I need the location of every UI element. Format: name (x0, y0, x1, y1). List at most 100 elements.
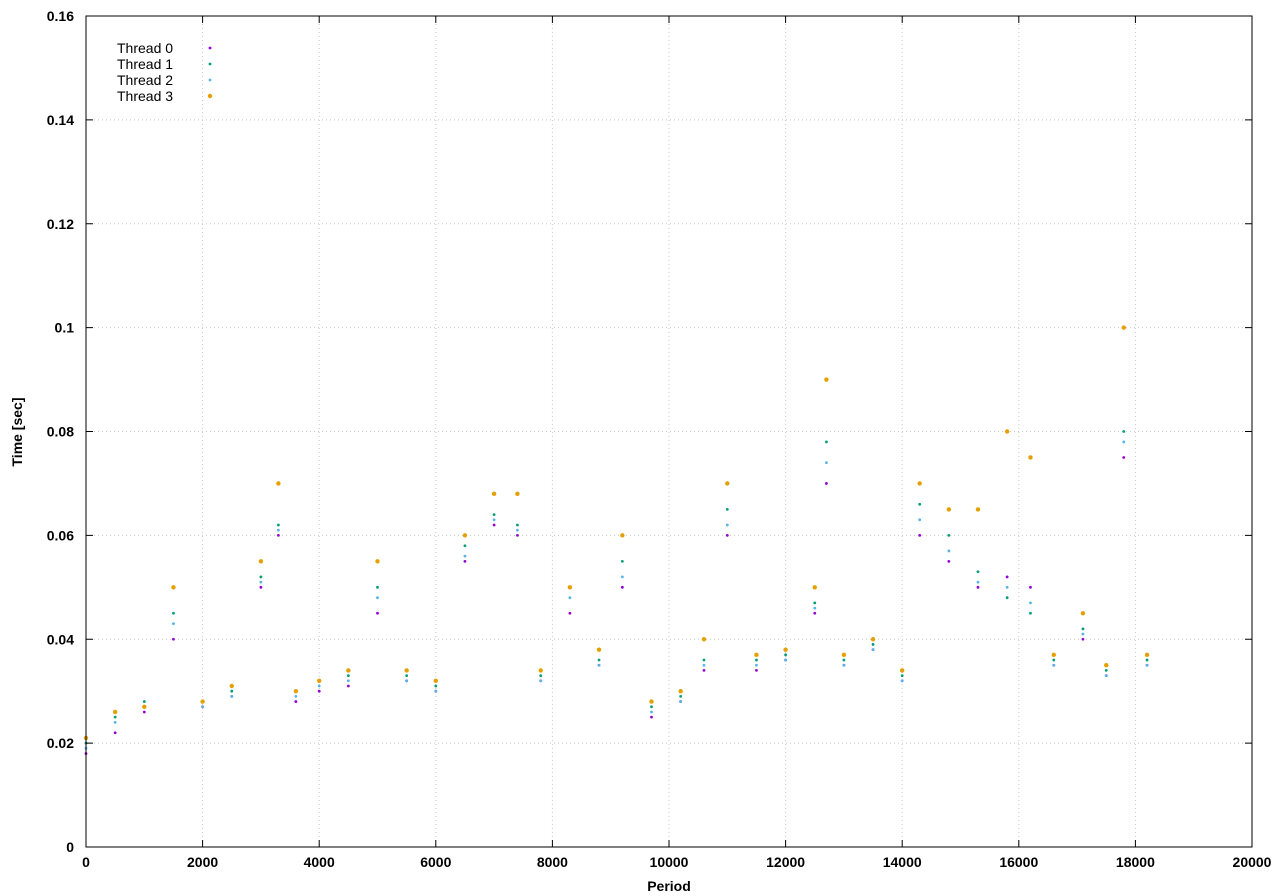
data-point (947, 559, 951, 563)
data-point (276, 533, 280, 537)
data-point (702, 658, 706, 662)
data-point (259, 575, 263, 579)
legend-label: Thread 0 (117, 40, 173, 56)
data-point (725, 533, 729, 537)
x-tick-label: 10000 (650, 854, 689, 870)
data-point (1081, 627, 1085, 631)
data-point (276, 528, 280, 532)
legend-label: Thread 1 (117, 56, 173, 72)
data-point (813, 601, 817, 605)
y-tick-label: 0.14 (47, 112, 74, 128)
data-point (113, 715, 117, 719)
data-point (975, 507, 981, 512)
data-point (1121, 325, 1126, 330)
data-point (405, 674, 409, 678)
data-point (702, 663, 706, 667)
data-point (516, 523, 519, 527)
data-point (201, 705, 205, 709)
data-point (1122, 456, 1126, 459)
data-point (230, 694, 234, 698)
data-point (171, 585, 176, 590)
data-point (1005, 575, 1009, 579)
data-point (1005, 596, 1009, 600)
data-point (172, 637, 175, 641)
data-point (172, 611, 175, 615)
data-point (947, 549, 951, 553)
data-point (259, 580, 263, 584)
data-point (842, 658, 846, 662)
data-point (784, 653, 787, 657)
data-point (679, 700, 683, 703)
data-point (1104, 669, 1108, 672)
data-point (976, 580, 980, 584)
y-tick-label: 0 (66, 839, 74, 855)
data-point (346, 679, 350, 683)
data-point (463, 559, 467, 563)
y-tick-label: 0.12 (47, 216, 74, 232)
data-point (568, 596, 572, 600)
data-point (294, 700, 298, 703)
y-tick-labels: 0 0.02 0.04 0.06 0.08 0.1 0.12 0.14 0.16 (47, 8, 74, 855)
data-point (825, 482, 828, 485)
data-point (1122, 430, 1126, 433)
data-point (294, 694, 298, 698)
data-point (1052, 658, 1056, 662)
data-point (539, 674, 543, 678)
data-point (142, 710, 146, 714)
data-point (1145, 658, 1149, 662)
x-tick-label: 16000 (999, 854, 1038, 870)
legend-marker (208, 78, 212, 82)
legend-marker (208, 62, 212, 66)
data-point (650, 715, 653, 719)
data-point (871, 648, 875, 652)
data-point (702, 669, 706, 672)
data-point (946, 507, 952, 512)
data-point (1052, 663, 1056, 667)
data-point (976, 570, 980, 574)
data-point (405, 679, 409, 683)
data-point (317, 678, 322, 683)
data-point (947, 533, 951, 537)
data-point (230, 689, 234, 693)
data-point (491, 491, 497, 497)
data-point (463, 554, 467, 558)
data-point (1104, 674, 1108, 678)
data-point (900, 679, 904, 683)
x-tick-label: 0 (82, 854, 90, 870)
data-point (346, 668, 351, 673)
data-point (567, 585, 573, 590)
data-point (317, 684, 321, 688)
data-point (1081, 637, 1085, 641)
data-point (783, 647, 788, 652)
data-point (276, 523, 280, 527)
data-point (870, 637, 876, 642)
y-axis-title: Time [sec] (9, 398, 25, 467)
data-point (404, 668, 409, 673)
data-point (812, 585, 817, 590)
data-point (755, 663, 758, 667)
data-point (1004, 429, 1010, 434)
data-point (568, 611, 572, 615)
data-point (538, 668, 543, 673)
data-point (113, 731, 117, 735)
data-point (725, 508, 729, 511)
y-tick-label: 0.04 (47, 631, 74, 647)
x-tick-label: 8000 (537, 854, 568, 870)
data-point (1081, 632, 1085, 636)
axis-ticks (85, 15, 1253, 848)
legend-marker (207, 93, 213, 99)
data-point (1145, 663, 1149, 667)
x-tick-label: 12000 (766, 854, 805, 870)
data-point (678, 688, 683, 694)
data-point (258, 559, 264, 564)
data-point (516, 533, 519, 537)
series-3-points (83, 325, 1150, 741)
data-point (492, 523, 496, 527)
data-point (813, 611, 817, 615)
y-tick-label: 0.08 (47, 424, 74, 440)
data-point (463, 544, 467, 548)
data-point (172, 622, 175, 626)
data-point (539, 679, 543, 683)
x-tick-label: 4000 (304, 854, 335, 870)
